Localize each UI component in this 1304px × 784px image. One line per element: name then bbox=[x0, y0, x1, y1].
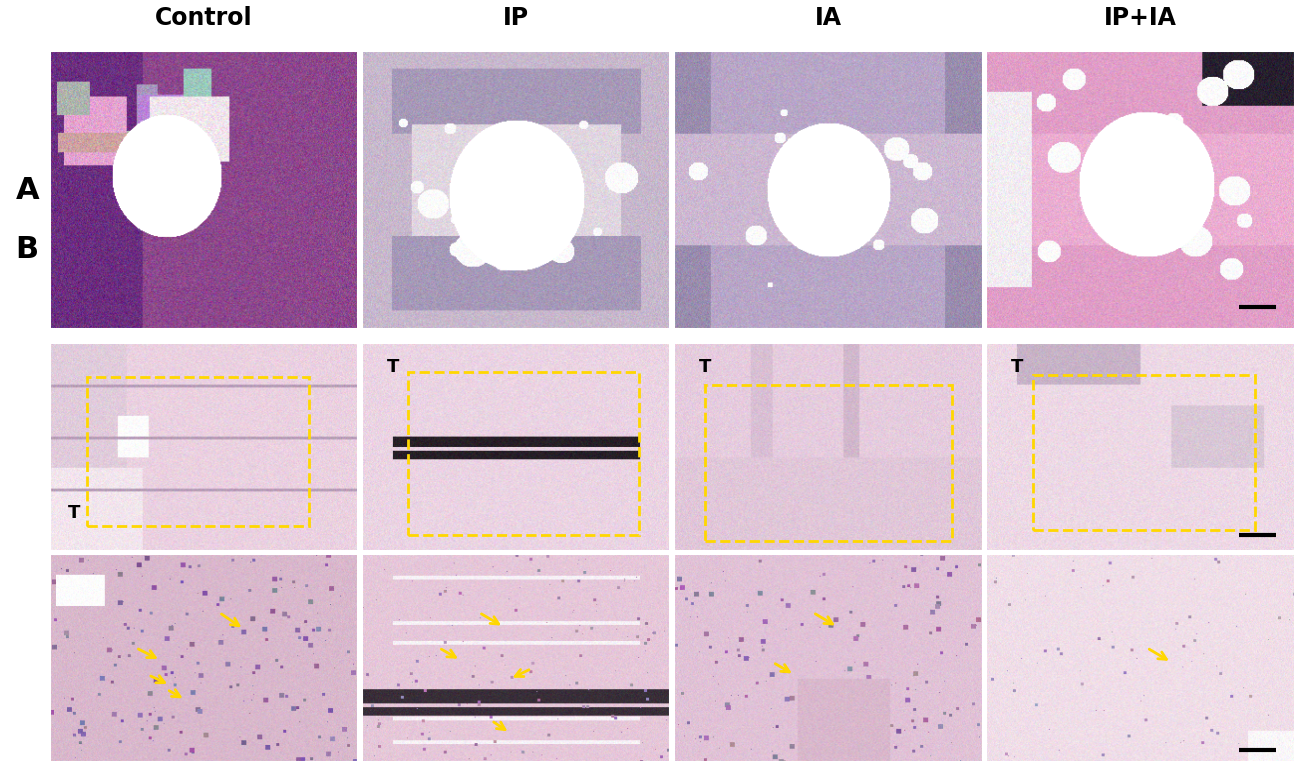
Text: T: T bbox=[386, 358, 399, 376]
Text: A: A bbox=[16, 176, 39, 205]
Bar bbox=[705, 385, 952, 541]
Text: B: B bbox=[16, 235, 39, 264]
Text: IP: IP bbox=[503, 5, 529, 30]
Bar bbox=[1033, 375, 1254, 530]
Text: IP+IA: IP+IA bbox=[1104, 5, 1178, 30]
Text: Control: Control bbox=[155, 5, 253, 30]
Bar bbox=[408, 372, 639, 535]
Bar bbox=[86, 376, 309, 526]
Text: T: T bbox=[1011, 358, 1024, 376]
Text: T: T bbox=[68, 504, 81, 522]
Text: T: T bbox=[699, 358, 711, 376]
Text: IA: IA bbox=[815, 5, 842, 30]
